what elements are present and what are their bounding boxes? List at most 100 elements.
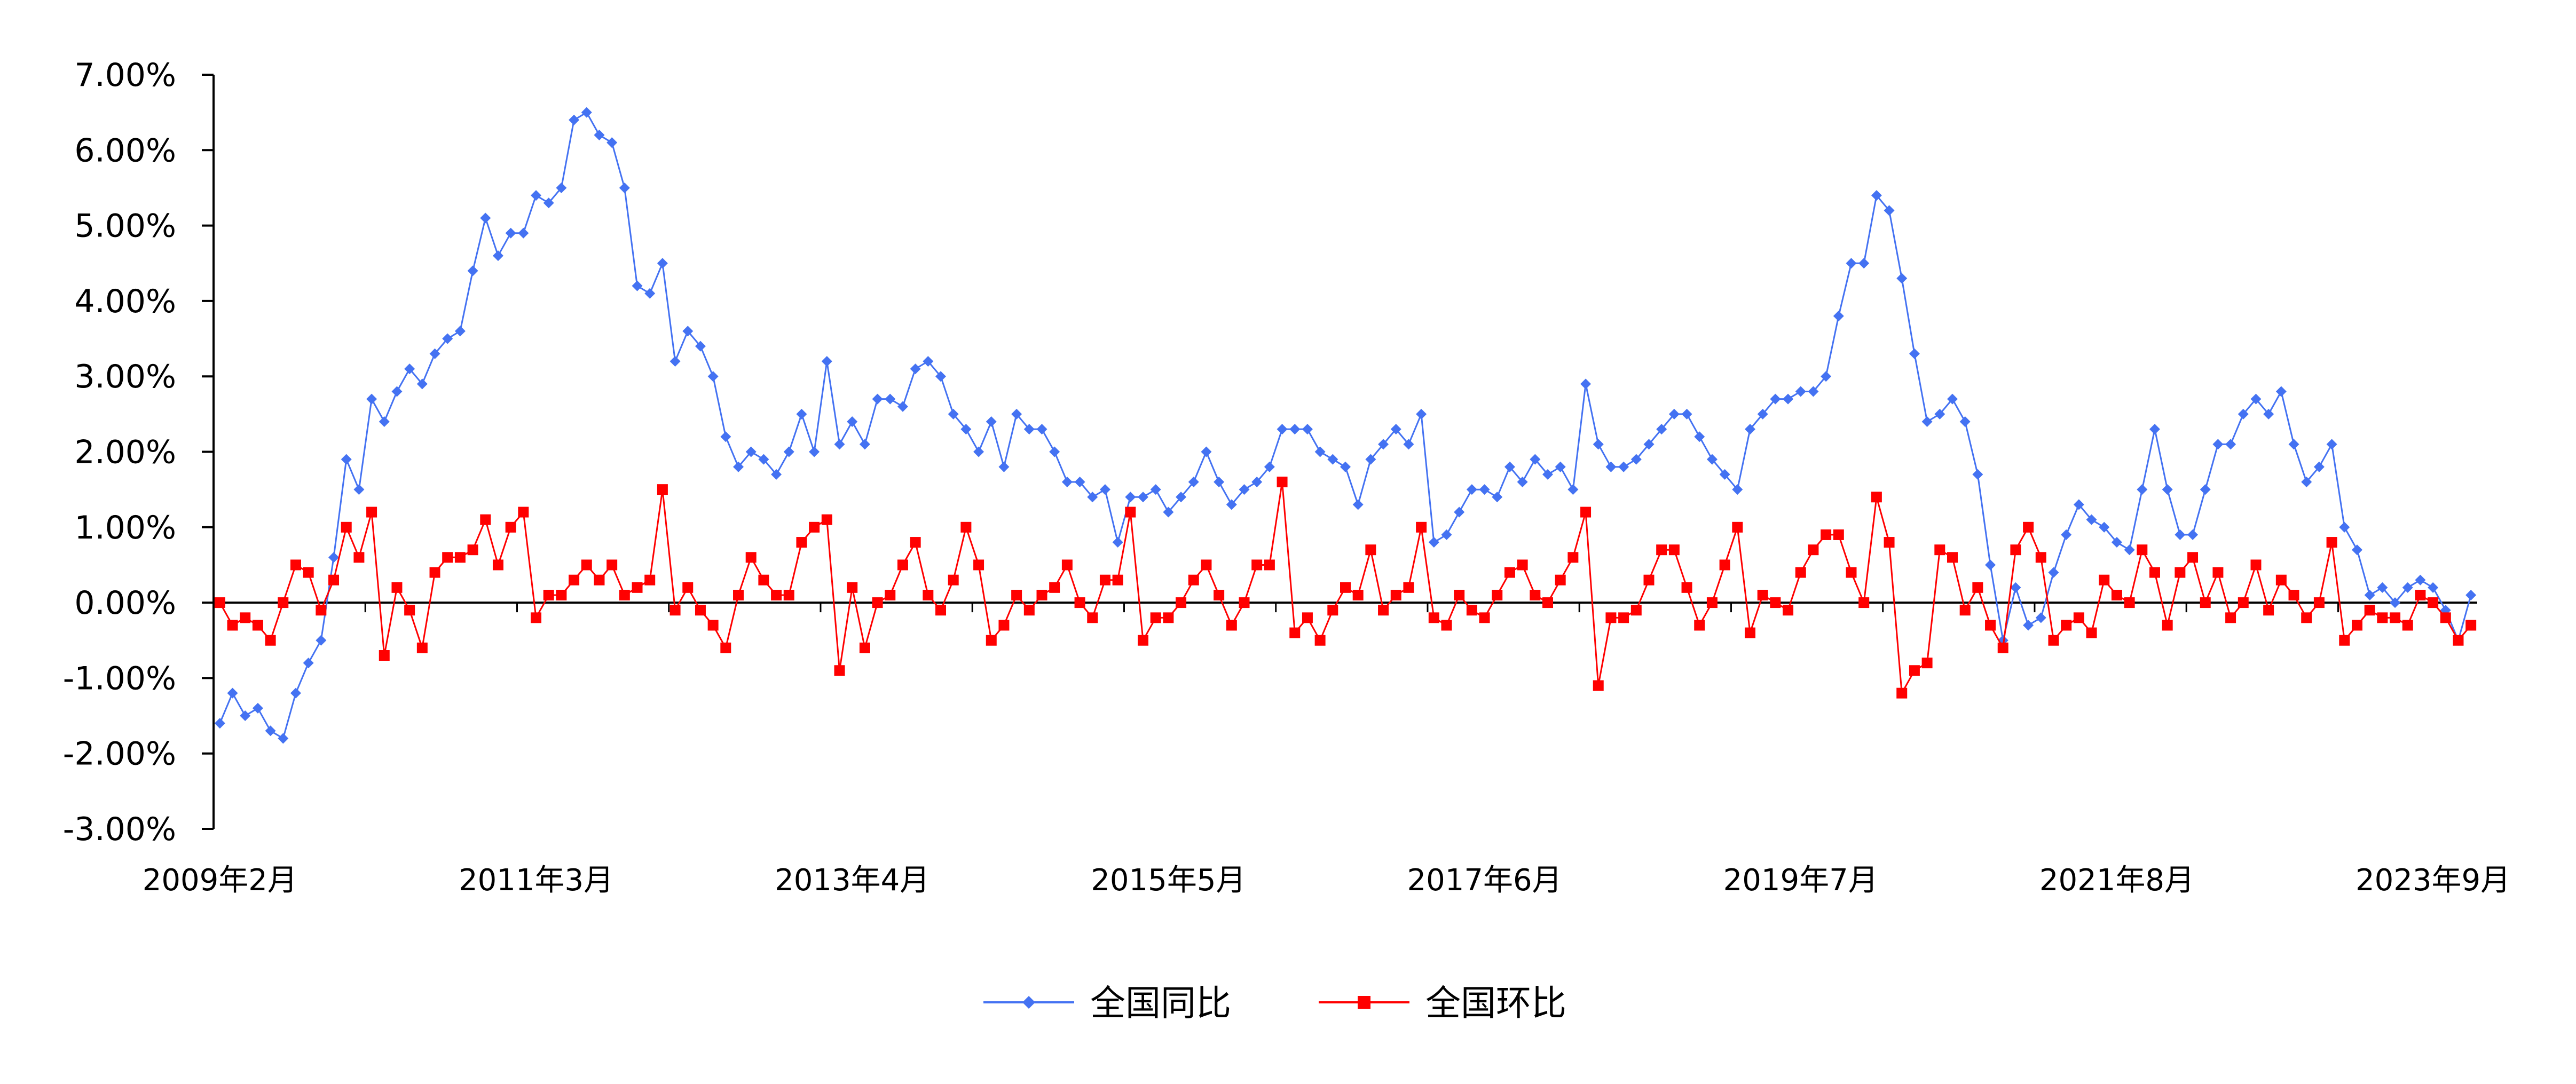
data-point <box>2137 544 2148 556</box>
data-point <box>1125 492 1136 503</box>
y-tick-label: 4.00% <box>74 283 176 320</box>
data-point <box>2035 552 2046 563</box>
data-point <box>847 582 858 593</box>
data-point <box>1719 469 1730 480</box>
data-point <box>1314 635 1326 646</box>
data-point <box>973 559 984 571</box>
data-point <box>2313 597 2325 608</box>
data-point <box>1112 537 1123 548</box>
data-point <box>1340 461 1351 472</box>
data-point <box>986 416 997 427</box>
data-point <box>1795 567 1806 578</box>
data-point <box>2275 574 2287 585</box>
data-point <box>1605 612 1617 623</box>
y-tick-label: -3.00% <box>63 811 176 848</box>
data-point <box>632 582 643 593</box>
data-point <box>1036 589 1047 600</box>
data-point <box>2465 620 2477 631</box>
data-point <box>1947 552 1958 563</box>
x-tick-label: 2017年6月 <box>1407 863 1562 898</box>
data-point <box>328 574 340 585</box>
x-tick-label: 2019年7月 <box>1723 863 1878 898</box>
data-point <box>2238 408 2249 420</box>
data-point <box>391 582 403 593</box>
data-point <box>1732 484 1743 495</box>
data-point <box>809 521 820 533</box>
data-point <box>2061 620 2072 631</box>
data-point <box>2351 544 2362 556</box>
data-point <box>771 589 782 600</box>
data-point <box>657 484 668 495</box>
data-point <box>1365 544 1376 556</box>
data-point <box>758 574 769 585</box>
data-point <box>2238 597 2249 608</box>
data-point <box>1251 559 1263 571</box>
data-point <box>1479 484 1490 495</box>
data-point <box>1416 408 1427 420</box>
data-point <box>2263 605 2274 616</box>
data-point <box>682 326 694 337</box>
data-point <box>467 544 478 556</box>
data-point <box>1656 544 1667 556</box>
data-point <box>2351 620 2362 631</box>
data-point <box>1214 477 1225 488</box>
data-point <box>1239 597 1250 608</box>
data-point <box>290 687 301 699</box>
data-point <box>2415 589 2426 600</box>
data-point <box>1567 484 1579 495</box>
data-point <box>240 612 251 623</box>
data-point <box>2111 537 2122 548</box>
data-point <box>1277 477 1288 488</box>
data-point <box>265 635 276 646</box>
data-point <box>252 702 263 714</box>
series-0 <box>214 107 2477 744</box>
data-point <box>379 416 390 427</box>
x-tick-label: 2023年9月 <box>2356 863 2510 898</box>
data-point <box>632 280 643 291</box>
data-point <box>644 574 656 585</box>
data-point <box>442 333 453 344</box>
data-point <box>2124 597 2135 608</box>
y-tick-label: -2.00% <box>63 735 176 773</box>
y-tick-label: 3.00% <box>74 358 176 395</box>
data-point <box>480 212 491 224</box>
data-point <box>1833 311 1844 322</box>
data-point <box>1567 552 1579 563</box>
data-point <box>745 552 757 563</box>
data-point <box>1580 378 1592 390</box>
data-point <box>1972 469 1983 480</box>
x-tick-label: 2011年3月 <box>459 863 613 898</box>
data-point <box>1542 469 1553 480</box>
data-point <box>1909 665 1920 676</box>
data-point <box>1668 408 1680 420</box>
data-point <box>2364 605 2375 616</box>
data-point <box>1011 589 1022 600</box>
data-point <box>2313 461 2325 472</box>
data-point <box>1593 680 1604 691</box>
data-point <box>2099 521 2110 533</box>
data-point <box>2175 567 2186 578</box>
legend-marker <box>1358 996 1370 1009</box>
data-point <box>265 725 276 737</box>
data-point <box>1036 424 1047 435</box>
data-point <box>733 461 744 472</box>
data-point <box>872 597 883 608</box>
data-point <box>910 537 921 548</box>
data-point <box>1365 454 1376 465</box>
data-point <box>1504 567 1515 578</box>
data-point <box>2010 582 2021 593</box>
data-point <box>821 355 832 367</box>
data-point <box>2390 612 2401 623</box>
data-point <box>316 605 327 616</box>
data-point <box>2263 408 2274 420</box>
data-point <box>1011 408 1022 420</box>
data-point <box>1061 559 1073 571</box>
data-point <box>669 605 681 616</box>
data-point <box>1530 589 1541 600</box>
data-point <box>467 265 478 276</box>
data-point <box>973 446 984 457</box>
data-point <box>2250 393 2262 405</box>
data-point <box>2162 484 2173 495</box>
data-point <box>1555 574 1566 585</box>
data-point <box>391 386 403 397</box>
